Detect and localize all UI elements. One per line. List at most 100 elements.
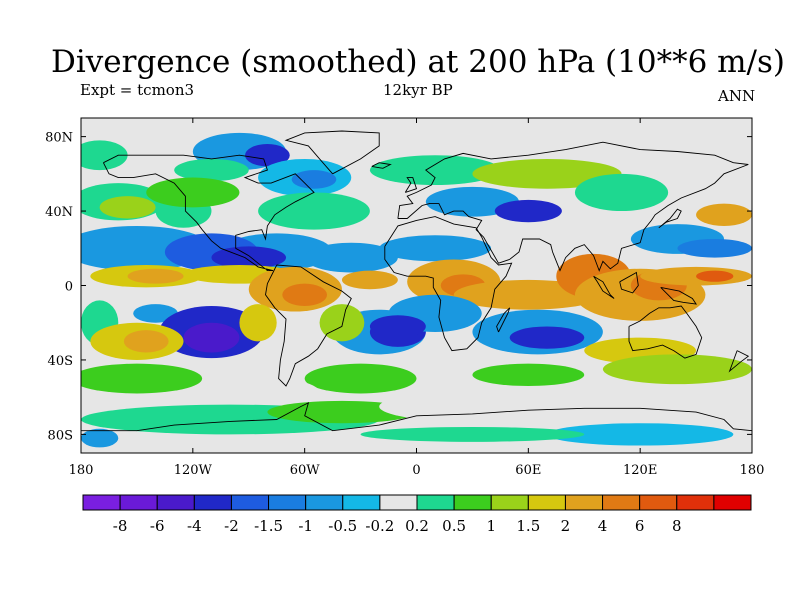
coastline-path xyxy=(496,307,511,333)
divergence-field xyxy=(81,118,752,453)
field-region xyxy=(696,270,734,282)
colorbar-swatch xyxy=(676,494,715,511)
coastline-path xyxy=(593,275,615,299)
field-region xyxy=(546,423,734,446)
field-region xyxy=(304,242,398,273)
colorbar: -8 -6 -4 -2 -1.5 -1 -0.5 -0.2 0.2 0.5 1 1.5 2 4 6 8 xyxy=(82,494,752,535)
colorbar-label: -6 xyxy=(150,517,165,535)
field-region xyxy=(574,173,669,212)
x-tick-label: 180 xyxy=(740,463,765,478)
map-axes: 180 120W 60W 0 60E 120E 180 80N 40N 0 40S 80S xyxy=(45,118,764,478)
colorbar-swatch xyxy=(453,494,492,511)
field-region xyxy=(258,192,370,230)
field-region xyxy=(183,322,240,353)
season-label: ANN xyxy=(718,87,756,105)
colorbar-swatch xyxy=(527,494,566,511)
colorbar-label: -4 xyxy=(187,517,202,535)
field-region xyxy=(341,270,398,290)
colorbar-swatch xyxy=(713,494,752,511)
field-region xyxy=(245,144,290,167)
colorbar-label: 0.2 xyxy=(405,517,429,535)
field-region xyxy=(99,196,156,219)
field-region xyxy=(494,199,562,223)
field-region xyxy=(360,426,585,442)
colorbar-swatch xyxy=(379,494,418,511)
x-tick-label: 0 xyxy=(412,463,420,478)
coastline-path xyxy=(658,208,682,229)
colorbar-label: 2 xyxy=(561,517,571,535)
colorbar-label: -0.2 xyxy=(365,517,394,535)
coastline-path xyxy=(660,286,698,305)
coastlines xyxy=(81,130,752,432)
colorbar-swatch xyxy=(268,494,307,511)
coastline-path xyxy=(265,264,352,387)
colorbar-label: 1 xyxy=(486,517,496,535)
coastline-path xyxy=(284,130,380,175)
coastline-path xyxy=(404,177,418,193)
colorbar-label: 1.5 xyxy=(516,517,540,535)
y-tick-label: 40N xyxy=(45,205,73,220)
colorbar-swatch xyxy=(156,494,195,511)
field-region xyxy=(602,354,752,385)
colorbar-label: -1 xyxy=(298,517,313,535)
field-region xyxy=(369,155,501,185)
colorbar-swatch xyxy=(305,494,344,511)
field-region xyxy=(239,304,277,342)
coastline-path xyxy=(619,271,639,294)
field-region xyxy=(379,389,603,424)
colorbar-label: -1.5 xyxy=(254,517,283,535)
y-tick-label: 80S xyxy=(48,428,73,443)
field-region xyxy=(146,177,240,208)
coastline-path xyxy=(102,154,315,272)
coastline-path xyxy=(728,350,750,373)
colorbar-swatch xyxy=(82,494,121,511)
field-region xyxy=(282,283,328,306)
field-region xyxy=(509,326,585,349)
x-tick-label: 60E xyxy=(515,463,541,478)
field-region xyxy=(640,266,752,286)
field-region xyxy=(81,363,203,394)
colorbar-label: 6 xyxy=(635,517,645,535)
colorbar-label: 4 xyxy=(598,517,608,535)
field-region xyxy=(304,363,417,394)
colorbar-label: -0.5 xyxy=(328,517,357,535)
coastline-path xyxy=(397,141,749,272)
coastline-path xyxy=(384,216,513,352)
field-region xyxy=(174,158,249,182)
field-region xyxy=(127,268,184,284)
colorbar-label: -8 xyxy=(113,517,128,535)
field-region xyxy=(81,140,128,171)
field-region xyxy=(379,235,492,262)
colorbar-swatch xyxy=(490,494,529,511)
colorbar-swatch xyxy=(416,494,455,511)
field-region xyxy=(81,428,119,448)
colorbar-swatch xyxy=(193,494,232,511)
x-tick-label: 120E xyxy=(623,463,657,478)
field-region xyxy=(123,330,169,353)
field-region xyxy=(677,238,752,258)
field-region xyxy=(369,315,426,338)
field-region xyxy=(133,304,178,323)
colorbar-swatch xyxy=(230,494,270,511)
colorbar-swatch xyxy=(564,494,604,511)
field-region xyxy=(291,170,337,189)
colorbar-label: 0.5 xyxy=(442,517,466,535)
colorbar-swatch xyxy=(639,494,678,511)
field-region xyxy=(696,203,752,226)
colorbar-label: -2 xyxy=(224,517,239,535)
page-title: Divergence (smoothed) at 200 hPa (10**6 … xyxy=(51,44,785,80)
colorbar-swatch xyxy=(602,494,641,511)
colorbar-swatch xyxy=(119,494,158,511)
colorbar-label: 8 xyxy=(672,517,682,535)
y-tick-label: 0 xyxy=(65,280,73,295)
experiment-label: Expt = tcmon3 xyxy=(80,81,195,99)
x-tick-label: 120W xyxy=(174,463,213,478)
y-tick-label: 80N xyxy=(45,131,73,146)
coastline-path xyxy=(628,305,703,359)
time-period-label: 12kyr BP xyxy=(383,81,453,99)
x-tick-label: 180 xyxy=(69,463,94,478)
coastline-path xyxy=(81,401,752,432)
x-tick-label: 60W xyxy=(290,463,321,478)
field-region xyxy=(472,363,585,387)
